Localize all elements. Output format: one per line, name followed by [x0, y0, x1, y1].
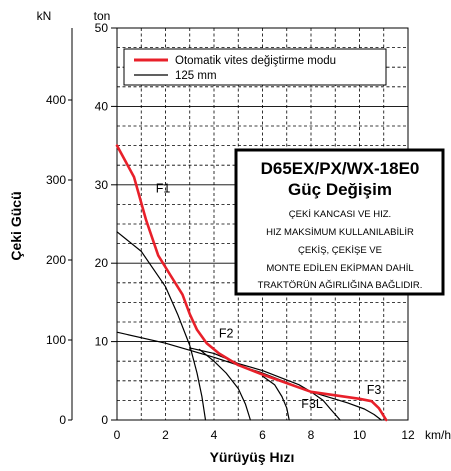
legend-box [123, 48, 387, 86]
kn-tick-label: 0 [59, 413, 66, 427]
x-tick-label: 4 [211, 428, 218, 442]
note-line-4: MONTE EDİLEN EKİPMAN DAHİL [266, 263, 413, 274]
kn-tick-label: 400 [46, 93, 66, 107]
kn-tick-label: 300 [46, 173, 66, 187]
ton-tick-label: 20 [95, 256, 109, 270]
x-tick-label: 8 [308, 428, 315, 442]
series-line-f1 [116, 231, 207, 421]
ton-tick-label: 10 [95, 335, 109, 349]
note-line-1: ÇEKİ KANCASI VE HIZ. [289, 209, 391, 220]
ton-tick-label: 30 [95, 178, 109, 192]
curve-label-f2: F2 [219, 327, 234, 341]
series-line-f3 [116, 331, 382, 421]
info-box: D65EX/PX/WX-18E0 Güç Değişim ÇEKİ KANCAS… [234, 148, 445, 296]
ton-tick-label: 50 [95, 21, 109, 35]
chart-subtitle: Güç Değişim [288, 180, 392, 199]
note-line-3: ÇEKİŞ, ÇEKİŞE VE [298, 245, 382, 256]
legend-label-auto-shift: Otomatik vites değiştirme modu [175, 55, 336, 67]
note-line-5: TRAKTÖRÜN AĞIRLIĞINA BAĞLIDIR. [258, 280, 423, 291]
y-unit-ton: ton [94, 9, 111, 23]
curve-label-f3l: F3L [301, 397, 323, 411]
tick-labels: 0 100 200 300 400 0 10 20 30 40 50 0 2 4 6 8 10 12 [46, 21, 415, 442]
ton-tick-label: 40 [95, 99, 109, 113]
kn-tick-label: 200 [46, 253, 66, 267]
curve-label-f3: F3 [367, 383, 382, 397]
series-line-f2 [198, 348, 251, 421]
legend: Otomatik vites değiştirme modu 125 mm [123, 48, 387, 86]
series-group [115, 144, 388, 422]
y-axis-title: Çeki Gücü [8, 191, 24, 260]
kn-tick-label: 100 [46, 333, 66, 347]
info-box-frame [234, 148, 445, 296]
x-tick-label: 12 [401, 428, 415, 442]
y-unit-kn: kN [37, 9, 52, 23]
x-tick-label: 10 [353, 428, 367, 442]
x-axis-title: Yürüyüş Hızı [210, 449, 295, 465]
ton-tick-label: 0 [101, 413, 108, 427]
series-line-f3l [261, 375, 290, 421]
x-tick-label: 6 [259, 428, 266, 442]
curve-label-f1: F1 [156, 182, 171, 196]
note-line-2: HIZ MAKSİMUM KULLANILABİLİR [266, 227, 414, 238]
x-tick-label: 0 [114, 428, 121, 442]
x-tick-label: 2 [162, 428, 169, 442]
curve-labels: F1 F2 F3L F3 [156, 182, 382, 412]
series-line-auto-shift [115, 144, 388, 422]
chart-title: D65EX/PX/WX-18E0 [261, 159, 420, 178]
x-unit-kmh: km/h [425, 428, 451, 442]
legend-label-125mm: 125 mm [175, 70, 217, 82]
